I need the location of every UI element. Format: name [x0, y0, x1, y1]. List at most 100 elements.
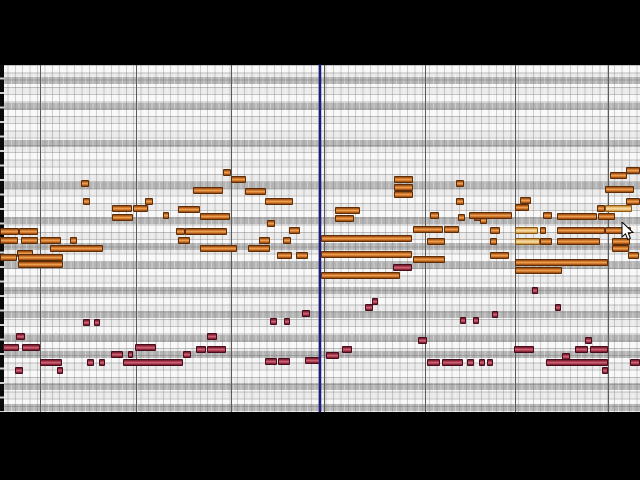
midi-note[interactable]	[123, 359, 183, 366]
midi-note[interactable]	[514, 346, 534, 353]
midi-note[interactable]	[490, 238, 497, 245]
midi-note[interactable]	[183, 351, 191, 358]
midi-note[interactable]	[590, 346, 608, 353]
midi-note[interactable]	[321, 251, 412, 258]
midi-note[interactable]	[283, 237, 291, 244]
midi-note[interactable]	[557, 238, 600, 245]
midi-note[interactable]	[365, 304, 373, 311]
midi-note[interactable]	[413, 226, 443, 233]
midi-note[interactable]	[427, 238, 445, 245]
midi-note[interactable]	[18, 261, 63, 268]
midi-note[interactable]	[473, 317, 479, 324]
midi-note[interactable]	[200, 213, 230, 220]
midi-note[interactable]	[81, 180, 89, 187]
midi-note[interactable]	[490, 227, 500, 234]
midi-note[interactable]	[21, 237, 38, 244]
midi-note[interactable]	[270, 318, 277, 325]
midi-note[interactable]	[520, 197, 531, 204]
midi-note[interactable]	[546, 359, 608, 366]
midi-note[interactable]	[196, 346, 206, 353]
midi-note[interactable]	[185, 228, 227, 235]
midi-note[interactable]	[133, 205, 148, 212]
midi-note[interactable]	[469, 212, 512, 219]
midi-note[interactable]	[207, 346, 226, 353]
midi-note[interactable]	[585, 337, 592, 344]
midi-note[interactable]	[612, 238, 630, 245]
midi-note[interactable]	[321, 235, 412, 242]
midi-note[interactable]	[223, 169, 231, 176]
midi-note[interactable]	[335, 215, 354, 222]
midi-note[interactable]	[555, 304, 561, 311]
midi-note[interactable]	[342, 346, 352, 353]
midi-note[interactable]	[265, 358, 277, 365]
midi-note[interactable]	[284, 318, 290, 325]
midi-note[interactable]	[22, 344, 40, 351]
midi-note[interactable]	[40, 359, 62, 366]
midi-note[interactable]	[532, 287, 538, 294]
midi-note[interactable]	[394, 191, 413, 198]
midi-note[interactable]	[430, 212, 439, 219]
midi-note[interactable]	[456, 180, 464, 187]
midi-note[interactable]	[16, 333, 25, 340]
midi-note[interactable]	[278, 358, 290, 365]
midi-note[interactable]	[200, 245, 237, 252]
midi-note[interactable]	[605, 186, 634, 193]
midi-note[interactable]	[163, 212, 169, 219]
midi-note[interactable]	[302, 310, 310, 317]
midi-note[interactable]	[231, 176, 246, 183]
midi-note[interactable]	[0, 237, 18, 244]
midi-note[interactable]	[83, 198, 90, 205]
midi-note[interactable]	[610, 172, 627, 179]
midi-note[interactable]	[145, 198, 153, 205]
midi-note[interactable]	[557, 227, 605, 234]
midi-note[interactable]	[444, 226, 459, 233]
midi-note[interactable]	[193, 187, 223, 194]
midi-note[interactable]	[321, 272, 400, 279]
midi-note[interactable]	[427, 359, 440, 366]
piano-roll-grid[interactable]	[0, 65, 640, 412]
midi-note[interactable]	[178, 206, 200, 213]
midi-note[interactable]	[3, 344, 19, 351]
midi-note[interactable]	[413, 256, 445, 263]
midi-note[interactable]	[515, 204, 529, 211]
midi-note[interactable]	[296, 252, 308, 259]
midi-note[interactable]	[515, 227, 538, 234]
midi-note[interactable]	[626, 198, 640, 205]
midi-note[interactable]	[207, 333, 217, 340]
midi-note[interactable]	[0, 254, 17, 261]
midi-note[interactable]	[372, 298, 378, 305]
midi-note[interactable]	[515, 259, 608, 266]
midi-note[interactable]	[394, 176, 413, 183]
midi-note[interactable]	[442, 359, 463, 366]
midi-note[interactable]	[626, 167, 640, 174]
midi-note[interactable]	[515, 267, 562, 274]
midi-note[interactable]	[335, 207, 360, 214]
midi-note[interactable]	[94, 319, 100, 326]
midi-note[interactable]	[605, 227, 631, 234]
midi-note[interactable]	[393, 264, 412, 271]
midi-note[interactable]	[128, 351, 133, 358]
midi-note[interactable]	[99, 359, 105, 366]
midi-note[interactable]	[176, 228, 185, 235]
midi-note[interactable]	[19, 228, 38, 235]
midi-note[interactable]	[112, 205, 132, 212]
midi-note[interactable]	[492, 311, 498, 318]
midi-note[interactable]	[575, 346, 588, 353]
midi-note[interactable]	[248, 245, 270, 252]
midi-note[interactable]	[50, 245, 103, 252]
midi-note[interactable]	[515, 238, 540, 245]
midi-note[interactable]	[467, 359, 474, 366]
midi-note[interactable]	[245, 188, 266, 195]
midi-note[interactable]	[612, 245, 629, 252]
midi-note[interactable]	[40, 237, 61, 244]
midi-note[interactable]	[598, 213, 615, 220]
midi-note[interactable]	[135, 344, 156, 351]
midi-note[interactable]	[87, 359, 94, 366]
midi-note[interactable]	[0, 228, 19, 235]
midi-note[interactable]	[83, 319, 90, 326]
midi-note[interactable]	[490, 252, 509, 259]
midi-note[interactable]	[18, 254, 63, 261]
midi-note[interactable]	[112, 214, 133, 221]
midi-note[interactable]	[458, 214, 465, 221]
midi-note[interactable]	[178, 237, 190, 244]
